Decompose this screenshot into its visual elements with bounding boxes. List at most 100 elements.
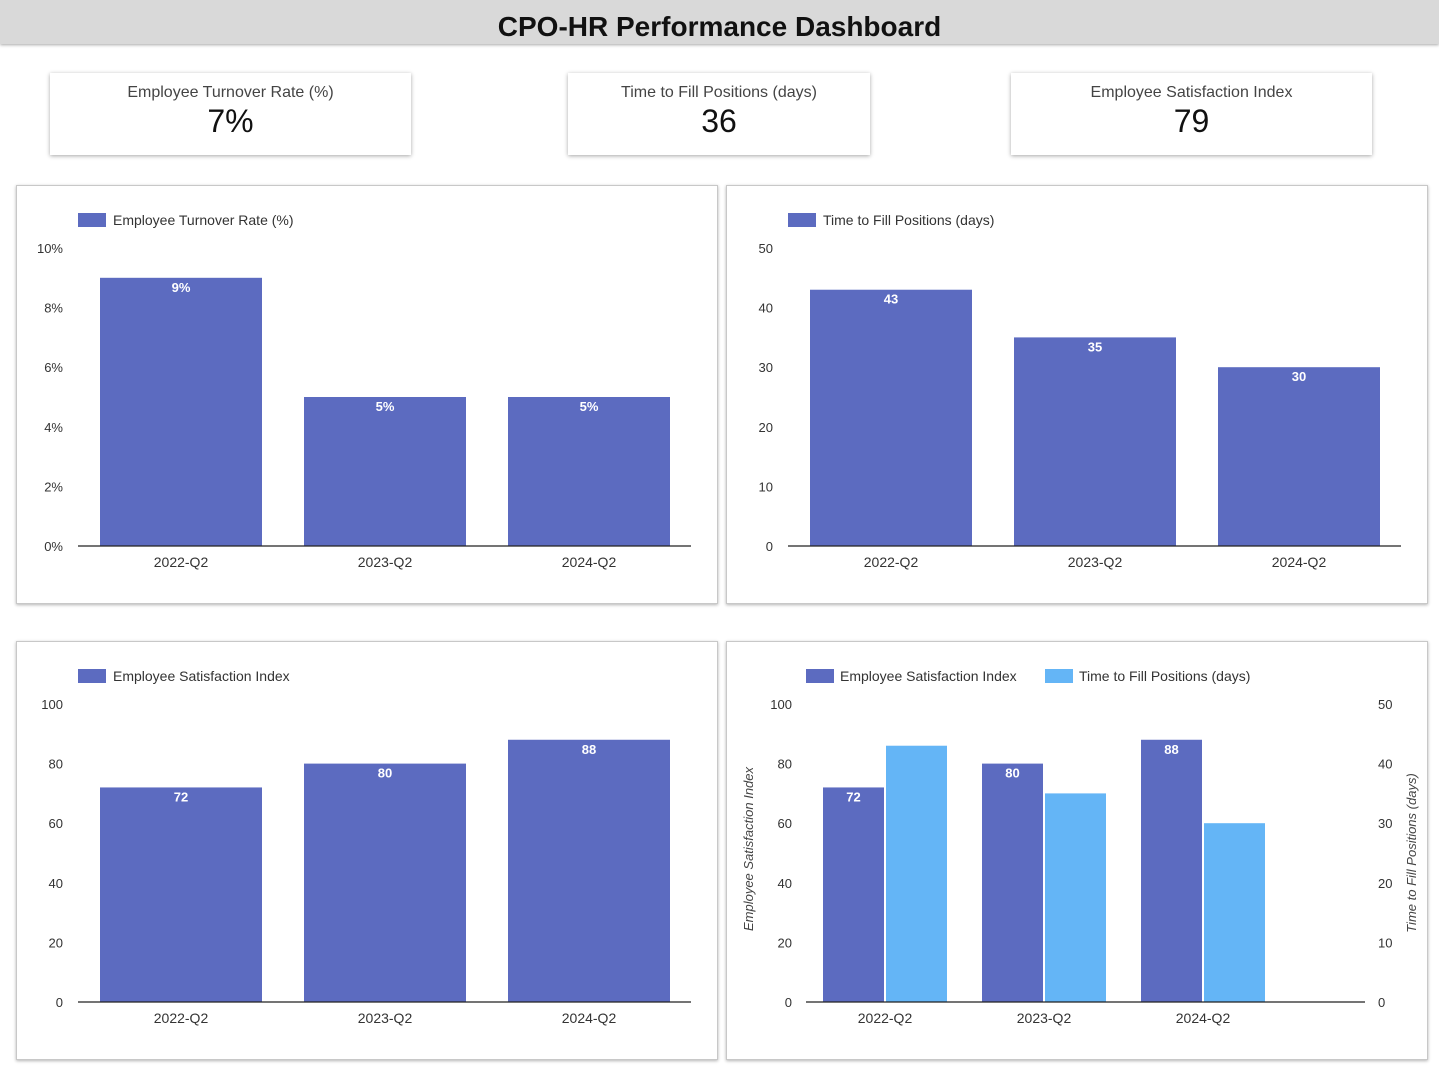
satisfaction-bar-chart: Employee Satisfaction Index 0 20 40 60 80 100 7…: [41, 668, 691, 1026]
bar-data-label: 80: [378, 766, 392, 781]
chart-panel-satisfaction: Employee Satisfaction Index 0 20 40 60 80 100 7…: [16, 641, 718, 1060]
bar: [100, 787, 262, 1002]
bar-satisfaction: [982, 763, 1043, 1002]
y-tick-label: 60: [49, 816, 63, 831]
satisfaction-vs-time-to-fill-chart: Employee Satisfaction Index Time to Fill …: [741, 668, 1419, 1026]
y-tick-label: 2%: [44, 479, 63, 494]
legend-label: Employee Satisfaction Index: [840, 668, 1017, 684]
kpi-label: Employee Turnover Rate (%): [127, 84, 334, 101]
y-tick-label: 50: [759, 241, 773, 256]
kpi-value: 36: [701, 103, 737, 139]
y-tick-label: 4%: [44, 420, 63, 435]
y-tick-label: 30: [759, 360, 773, 375]
x-tick-label: 2024-Q2: [1272, 554, 1327, 570]
kpi-card-turnover: Employee Turnover Rate (%) 7%: [50, 73, 411, 155]
kpi-value: 79: [1173, 103, 1210, 139]
y2-tick-label: 30: [1378, 816, 1392, 831]
bar: [508, 739, 670, 1002]
dashboard-header: CPO-HR Performance Dashboard: [0, 0, 1439, 44]
y-tick-label: 0: [56, 995, 63, 1010]
y-tick-label: 10: [759, 479, 773, 494]
chart-panel-combo: Employee Satisfaction Index Time to Fill …: [726, 641, 1428, 1060]
bar-data-label: 43: [884, 292, 898, 307]
bar-data-label: 5%: [580, 399, 599, 414]
chart-panel-turnover: Employee Turnover Rate (%) 0% 2% 4% 6% 8% 10% 9…: [16, 185, 718, 604]
bar: [100, 277, 262, 546]
legend-swatch: [1045, 669, 1073, 683]
bar-data-label: 5%: [376, 399, 395, 414]
turnover-bar-chart: Employee Turnover Rate (%) 0% 2% 4% 6% 8% 10% 9…: [37, 212, 691, 570]
x-tick-label: 2024-Q2: [562, 554, 617, 570]
y-tick-label: 40: [49, 876, 63, 891]
bar-time-to-fill: [886, 745, 947, 1002]
x-tick-label: 2022-Q2: [858, 1010, 913, 1026]
legend-label: Employee Satisfaction Index: [113, 668, 290, 684]
legend-swatch: [806, 669, 834, 683]
y-tick-label: 100: [770, 697, 792, 712]
bar-data-label: 80: [1005, 766, 1019, 781]
bar: [508, 397, 670, 546]
y2-tick-label: 50: [1378, 697, 1392, 712]
y-tick-label: 20: [778, 935, 792, 950]
legend-label: Time to Fill Positions (days): [823, 212, 994, 228]
x-tick-label: 2023-Q2: [1017, 1010, 1072, 1026]
chart-panel-time-to-fill: Time to Fill Positions (days) 0 10 20 30 40 50…: [726, 185, 1428, 604]
y-tick-label: 10%: [37, 241, 63, 256]
x-tick-label: 2022-Q2: [154, 554, 209, 570]
kpi-label: Employee Satisfaction Index: [1090, 84, 1293, 101]
y2-tick-label: 40: [1378, 757, 1392, 772]
x-tick-label: 2023-Q2: [358, 1010, 413, 1026]
y-tick-label: 8%: [44, 301, 63, 316]
bar-data-label: 30: [1292, 369, 1306, 384]
bar-data-label: 88: [1164, 742, 1178, 757]
y-tick-label: 40: [778, 876, 792, 891]
y-tick-label: 80: [49, 757, 63, 772]
x-tick-label: 2023-Q2: [358, 554, 413, 570]
bar-time-to-fill: [1045, 793, 1106, 1002]
x-tick-label: 2022-Q2: [154, 1010, 209, 1026]
bar-satisfaction: [1141, 739, 1202, 1002]
y-axis-title: Employee Satisfaction Index: [741, 766, 756, 931]
bar: [1014, 337, 1176, 546]
y-tick-label: 0: [766, 539, 773, 554]
x-tick-label: 2024-Q2: [1176, 1010, 1231, 1026]
y-tick-label: 40: [759, 301, 773, 316]
y2-tick-label: 20: [1378, 876, 1392, 891]
y2-tick-label: 10: [1378, 935, 1392, 950]
x-tick-label: 2022-Q2: [864, 554, 919, 570]
bar: [304, 397, 466, 546]
kpi-card-satisfaction: Employee Satisfaction Index 79: [1011, 73, 1372, 155]
y-tick-label: 6%: [44, 360, 63, 375]
y-tick-label: 60: [778, 816, 792, 831]
bar: [1218, 367, 1380, 546]
x-tick-label: 2024-Q2: [562, 1010, 617, 1026]
y-tick-label: 100: [41, 697, 63, 712]
y-tick-label: 0%: [44, 539, 63, 554]
page-title: CPO-HR Performance Dashboard: [497, 11, 942, 42]
legend-swatch: [788, 213, 816, 227]
kpi-value: 7%: [207, 103, 254, 139]
kpi-card-time-to-fill: Time to Fill Positions (days) 36: [568, 73, 870, 155]
y-tick-label: 80: [778, 757, 792, 772]
kpi-label: Time to Fill Positions (days): [621, 84, 817, 101]
bar-data-label: 72: [174, 789, 188, 804]
legend-label: Time to Fill Positions (days): [1079, 668, 1250, 684]
y-tick-label: 20: [49, 935, 63, 950]
bar-data-label: 88: [582, 742, 596, 757]
bar-data-label: 9%: [172, 280, 191, 295]
y-tick-label: 20: [759, 420, 773, 435]
y2-tick-label: 0: [1378, 995, 1385, 1010]
legend-label: Employee Turnover Rate (%): [113, 212, 294, 228]
time-to-fill-bar-chart: Time to Fill Positions (days) 0 10 20 30 40 50…: [759, 212, 1401, 570]
bar: [304, 763, 466, 1002]
bar-time-to-fill: [1204, 823, 1265, 1002]
legend-swatch: [78, 669, 106, 683]
y-tick-label: 0: [785, 995, 792, 1010]
x-tick-label: 2023-Q2: [1068, 554, 1123, 570]
bar-data-label: 72: [846, 789, 860, 804]
y2-axis-title: Time to Fill Positions (days): [1404, 773, 1419, 933]
bar-satisfaction: [823, 787, 884, 1002]
bar-data-label: 35: [1088, 339, 1102, 354]
legend-swatch: [78, 213, 106, 227]
bar: [810, 289, 972, 546]
